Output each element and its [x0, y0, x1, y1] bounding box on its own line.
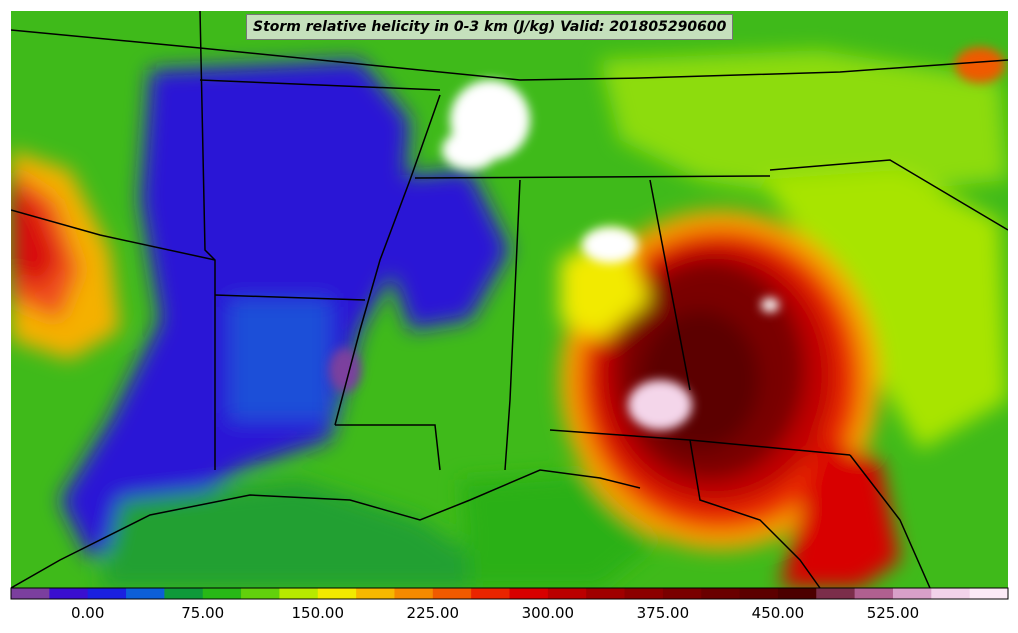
colorbar-swatch: [87, 588, 127, 599]
colorbar-tick-label: 0.00: [71, 604, 104, 622]
colorbar-swatch: [701, 588, 741, 599]
map-title: Storm relative helicity in 0-3 km (J/kg)…: [246, 14, 734, 40]
colorbar-swatch: [662, 588, 702, 599]
colorbar-swatch: [816, 588, 856, 599]
colorbar-swatch: [241, 588, 280, 599]
colorbar-swatch: [931, 588, 971, 599]
colorbar-swatch: [317, 588, 357, 599]
colorbar-tick-label: 300.00: [522, 604, 575, 622]
colorbar-swatch: [739, 588, 779, 599]
colorbar-tick-label: 150.00: [292, 604, 345, 622]
state-borders: [11, 11, 1008, 588]
srh-field: [11, 11, 1008, 588]
colorbar-swatch: [624, 588, 664, 599]
colorbar-swatch: [164, 588, 204, 599]
colorbar-swatch: [49, 588, 89, 599]
colorbar-tick-label: 375.00: [637, 604, 690, 622]
colorbar-swatch: [11, 588, 50, 599]
colorbar-tick-label: 225.00: [407, 604, 460, 622]
colorbar-swatch: [202, 588, 242, 599]
colorbar-swatch: [356, 588, 395, 599]
colorbar-tick-label: 450.00: [752, 604, 805, 622]
colorbar-swatch: [126, 588, 165, 599]
colorbar-swatch: [969, 588, 1009, 599]
colorbar: 0.00 75.00 150.00 225.00 300.00 375.00 450.00 5…: [10, 587, 1009, 622]
colorbar-swatch: [854, 588, 894, 599]
colorbar-swatch: [509, 588, 549, 599]
colorbar-swatch: [279, 588, 319, 599]
colorbar-swatch: [777, 588, 817, 599]
colorbar-swatch: [892, 588, 932, 599]
colorbar-swatch: [432, 588, 472, 599]
colorbar-tick-label: 75.00: [181, 604, 224, 622]
colorbar-swatch: [547, 588, 587, 599]
colorbar-tick-label: 525.00: [867, 604, 920, 622]
colorbar-swatch: [586, 588, 626, 599]
colorbar-swatch: [394, 588, 434, 599]
colorbar-swatch: [471, 588, 510, 599]
